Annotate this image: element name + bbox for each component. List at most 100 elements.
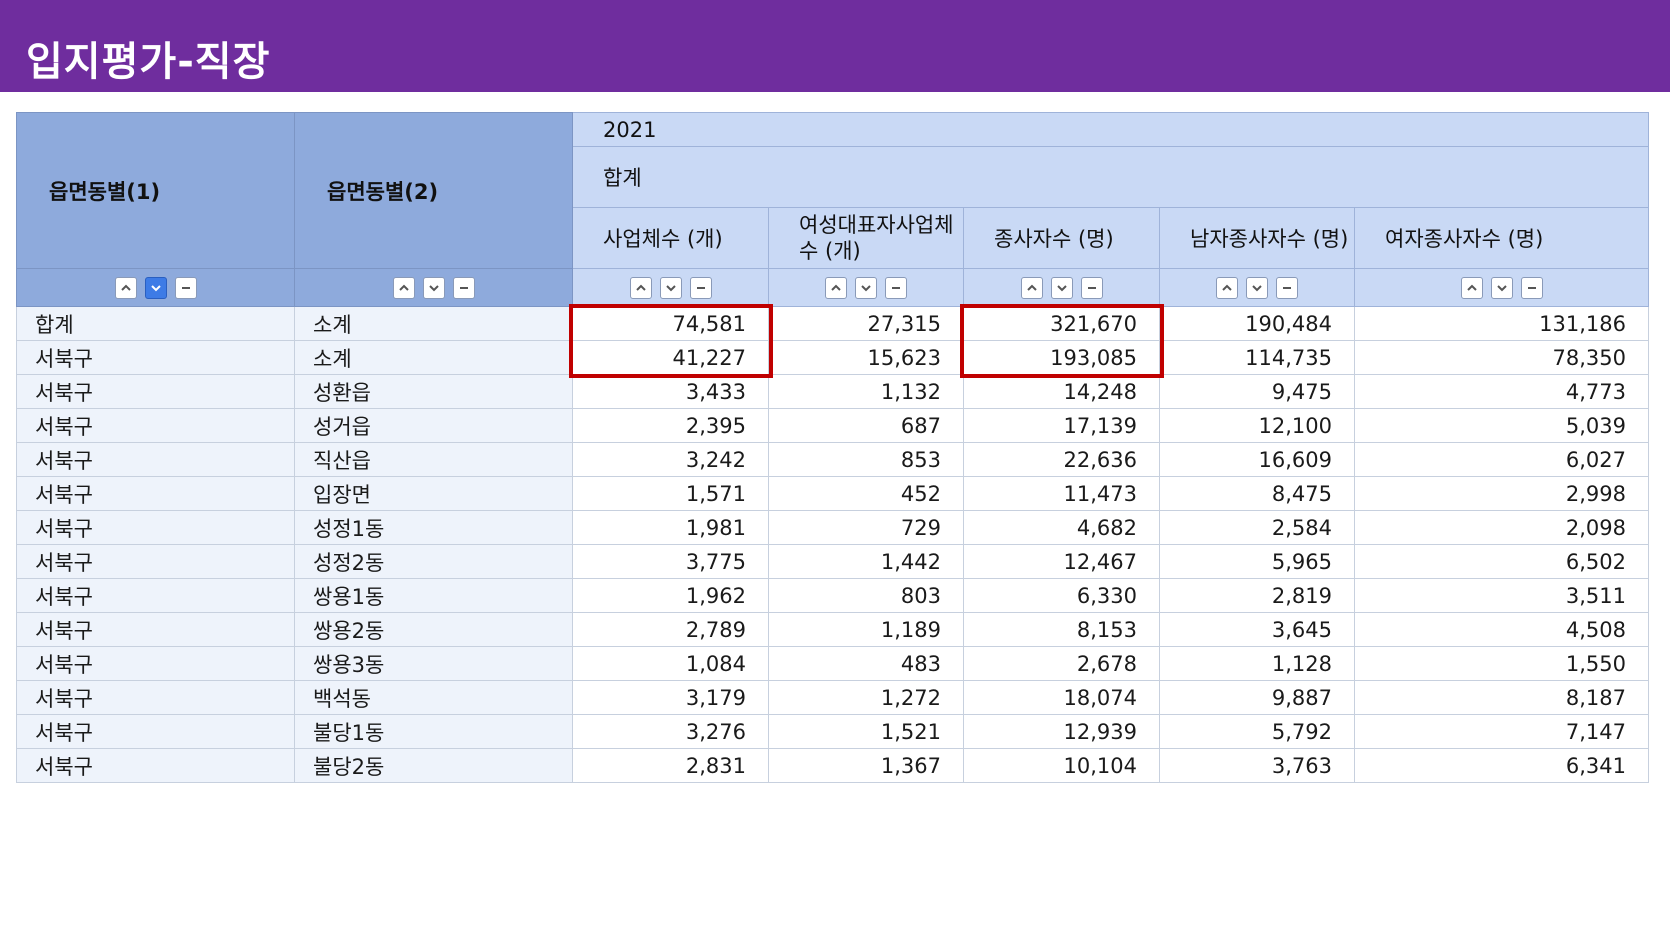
sort-ascending-icon[interactable] xyxy=(1460,276,1483,299)
sort-descending-icon[interactable] xyxy=(659,276,682,299)
value-cell: 2,831 xyxy=(572,748,769,783)
sort-controls-cell xyxy=(294,268,573,307)
sort-descending-icon[interactable] xyxy=(855,276,877,299)
value-cell: 17,139 xyxy=(963,408,1160,443)
value-cell: 12,100 xyxy=(1159,408,1355,443)
region-cell: 서북구 xyxy=(16,374,295,409)
value-cell: 6,341 xyxy=(1354,748,1649,783)
remove-icon[interactable] xyxy=(689,276,712,299)
value-cell: 2,819 xyxy=(1159,578,1355,613)
value-cell: 3,433 xyxy=(572,374,769,409)
table-row: 서북구 쌍용2동 2,789 1,189 8,153 3,645 4,508 xyxy=(16,612,1649,647)
value-cell: 321,670 xyxy=(963,306,1160,341)
value-cell: 8,187 xyxy=(1354,680,1649,715)
sort-ascending-icon[interactable] xyxy=(825,276,847,299)
remove-icon[interactable] xyxy=(885,276,907,299)
sort-ascending-icon[interactable] xyxy=(1216,276,1238,299)
subregion-cell: 백석동 xyxy=(294,680,573,715)
region-cell: 서북구 xyxy=(16,544,295,579)
table-row: 서북구 불당1동 3,276 1,521 12,939 5,792 7,147 xyxy=(16,714,1649,749)
value-cell: 4,773 xyxy=(1354,374,1649,409)
dim-header-1: 읍면동별(1) xyxy=(16,112,295,269)
value-cell: 3,775 xyxy=(572,544,769,579)
sort-controls-cell xyxy=(768,268,964,307)
table-row: 합계 소계 74,581 27,315 321,670 190,484 131,186 xyxy=(16,306,1649,341)
value-cell: 483 xyxy=(768,646,964,681)
value-cell: 2,789 xyxy=(572,612,769,647)
remove-icon[interactable] xyxy=(1276,276,1298,299)
value-cell: 1,128 xyxy=(1159,646,1355,681)
value-cell: 1,367 xyxy=(768,748,964,783)
sort-controls-cell xyxy=(572,268,769,307)
region-cell: 서북구 xyxy=(16,680,295,715)
table-row: 서북구 소계 41,227 15,623 193,085 114,735 78,350 xyxy=(16,340,1649,375)
sort-controls-row xyxy=(16,268,1649,307)
sort-ascending-icon[interactable] xyxy=(629,276,652,299)
sort-ascending-icon[interactable] xyxy=(1020,276,1043,299)
remove-icon[interactable] xyxy=(1520,276,1543,299)
value-cell: 5,039 xyxy=(1354,408,1649,443)
value-cell: 7,147 xyxy=(1354,714,1649,749)
value-cell: 3,242 xyxy=(572,442,769,477)
value-cell: 3,276 xyxy=(572,714,769,749)
value-cell: 687 xyxy=(768,408,964,443)
table-row: 서북구 백석동 3,179 1,272 18,074 9,887 8,187 xyxy=(16,680,1649,715)
value-cell: 15,623 xyxy=(768,340,964,375)
table-row: 서북구 성정2동 3,775 1,442 12,467 5,965 6,502 xyxy=(16,544,1649,579)
sort-descending-icon[interactable] xyxy=(1246,276,1268,299)
subregion-cell: 소계 xyxy=(294,340,573,375)
sort-ascending-icon[interactable] xyxy=(114,276,137,299)
value-cell: 193,085 xyxy=(963,340,1160,375)
value-cell: 1,442 xyxy=(768,544,964,579)
value-cell: 5,965 xyxy=(1159,544,1355,579)
value-cell: 452 xyxy=(768,476,964,511)
value-cell: 78,350 xyxy=(1354,340,1649,375)
value-cell: 3,645 xyxy=(1159,612,1355,647)
value-cell: 1,084 xyxy=(572,646,769,681)
remove-icon[interactable] xyxy=(1080,276,1103,299)
subregion-cell: 쌍용1동 xyxy=(294,578,573,613)
sort-descending-icon[interactable] xyxy=(144,276,167,299)
table-row: 서북구 성거읍 2,395 687 17,139 12,100 5,039 xyxy=(16,408,1649,443)
sort-controls-cell xyxy=(1354,268,1649,307)
value-cell: 5,792 xyxy=(1159,714,1355,749)
value-cell: 131,186 xyxy=(1354,306,1649,341)
col-header-businesses: 사업체수 (개) xyxy=(572,207,769,269)
region-cell: 서북구 xyxy=(16,646,295,681)
statistics-table: 읍면동별(1) 읍면동별(2) 2021 합계 사업체수 (개) 여성대표자사업… xyxy=(16,112,1649,783)
region-cell: 서북구 xyxy=(16,408,295,443)
sort-descending-icon[interactable] xyxy=(422,276,445,299)
value-cell: 1,981 xyxy=(572,510,769,545)
value-cell: 10,104 xyxy=(963,748,1160,783)
subregion-cell: 직산읍 xyxy=(294,442,573,477)
col-header-female-workers: 여자종사자수 (명) xyxy=(1354,207,1649,269)
subregion-cell: 입장면 xyxy=(294,476,573,511)
value-cell: 3,763 xyxy=(1159,748,1355,783)
remove-icon[interactable] xyxy=(174,276,197,299)
sort-descending-icon[interactable] xyxy=(1050,276,1073,299)
value-cell: 1,272 xyxy=(768,680,964,715)
value-cell: 18,074 xyxy=(963,680,1160,715)
remove-icon[interactable] xyxy=(452,276,475,299)
value-cell: 2,998 xyxy=(1354,476,1649,511)
sort-descending-icon[interactable] xyxy=(1490,276,1513,299)
value-cell: 12,467 xyxy=(963,544,1160,579)
subregion-cell: 성환읍 xyxy=(294,374,573,409)
value-cell: 12,939 xyxy=(963,714,1160,749)
sort-controls-cell xyxy=(963,268,1160,307)
value-cell: 1,571 xyxy=(572,476,769,511)
value-cell: 9,475 xyxy=(1159,374,1355,409)
subregion-cell: 불당2동 xyxy=(294,748,573,783)
value-cell: 114,735 xyxy=(1159,340,1355,375)
col-header-female-owned: 여성대표자사업체수 (개) xyxy=(768,207,964,269)
value-cell: 9,887 xyxy=(1159,680,1355,715)
value-cell: 3,511 xyxy=(1354,578,1649,613)
table-body: 합계 소계 74,581 27,315 321,670 190,484 131,186 서북구… xyxy=(16,306,1649,783)
group-header: 합계 xyxy=(572,146,1649,208)
value-cell: 6,330 xyxy=(963,578,1160,613)
col-header-workers: 종사자수 (명) xyxy=(963,207,1160,269)
value-cell: 4,682 xyxy=(963,510,1160,545)
title-bar: 입지평가-직장 xyxy=(0,0,1670,92)
region-cell: 서북구 xyxy=(16,714,295,749)
sort-ascending-icon[interactable] xyxy=(392,276,415,299)
